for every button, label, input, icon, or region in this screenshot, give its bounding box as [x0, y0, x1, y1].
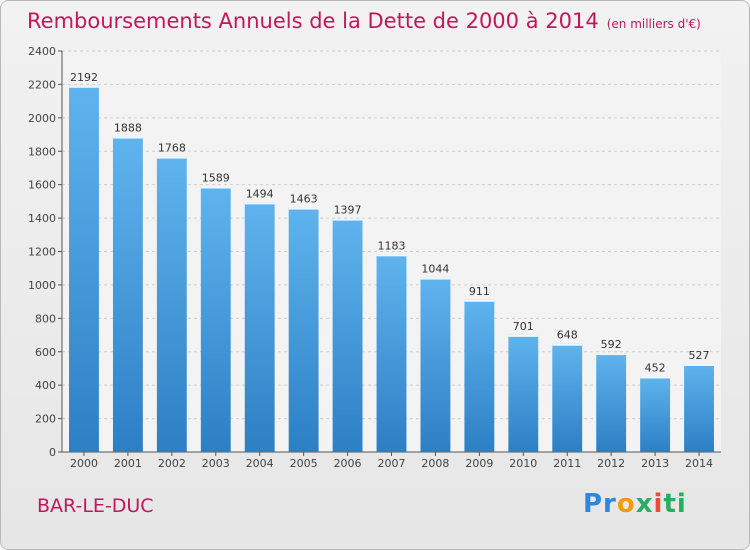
bar — [376, 254, 407, 452]
data-label: 1888 — [114, 122, 142, 135]
x-tick-label: 2014 — [685, 457, 713, 470]
bar-top-highlight — [200, 186, 231, 189]
x-tick-label: 2012 — [597, 457, 625, 470]
y-tick-label: 1000 — [28, 279, 56, 292]
y-tick-label: 800 — [35, 312, 56, 325]
y-tick-label: 0 — [49, 446, 56, 459]
y-tick-label: 1600 — [28, 179, 56, 192]
bar — [288, 207, 319, 452]
bar-top-highlight — [596, 353, 627, 356]
x-tick-label: 2004 — [246, 457, 274, 470]
data-label: 592 — [601, 338, 622, 351]
x-tick-label: 2005 — [290, 457, 318, 470]
bar-top-highlight — [332, 218, 363, 221]
x-tick-label: 2007 — [378, 457, 406, 470]
y-tick-label: 1200 — [28, 246, 56, 259]
bars — [69, 85, 714, 453]
chart-title-text: Remboursements Annuels de la Dette de 20… — [27, 9, 599, 33]
bar — [332, 218, 363, 452]
y-tick-label: 600 — [35, 346, 56, 359]
chart-title: Remboursements Annuels de la Dette de 20… — [27, 9, 701, 33]
y-tick-label: 2400 — [28, 45, 56, 58]
bar-top-highlight — [69, 85, 99, 88]
bar — [596, 353, 627, 452]
x-tick-label: 2013 — [641, 457, 669, 470]
city-name: BAR-LE-DUC — [37, 495, 154, 517]
y-tick-label: 2000 — [28, 112, 56, 125]
y-tick-label: 2200 — [28, 78, 56, 91]
data-label: 527 — [689, 349, 710, 362]
bar — [684, 363, 714, 452]
labels: 0 200 400 600 800 1000 1200 1400 1600 1800 2000 220… — [28, 45, 713, 470]
x-tick-label: 2001 — [114, 457, 142, 470]
bar-top-highlight — [156, 156, 187, 159]
x-tick-label: 2011 — [553, 457, 581, 470]
bar — [640, 376, 671, 452]
y-tick-label: 400 — [35, 379, 56, 392]
bar-top-highlight — [508, 334, 539, 337]
bar-top-highlight — [464, 299, 495, 302]
bar-top-highlight — [420, 277, 451, 280]
data-label: 911 — [469, 285, 490, 298]
x-tick-label: 2008 — [421, 457, 449, 470]
data-label: 648 — [557, 329, 578, 342]
x-tick-label: 2002 — [158, 457, 186, 470]
bar-top-highlight — [112, 136, 143, 139]
bar — [112, 136, 143, 452]
bar — [69, 85, 99, 453]
bar-top-highlight — [244, 202, 275, 205]
bar — [464, 299, 495, 452]
data-label: 1183 — [378, 239, 406, 252]
bar-top-highlight — [288, 207, 319, 210]
data-label: 1397 — [334, 204, 362, 217]
data-label: 1494 — [246, 187, 274, 200]
y-tick-label: 200 — [35, 413, 56, 426]
bar — [420, 277, 451, 452]
data-label: 2192 — [70, 71, 98, 84]
x-tick-label: 2009 — [465, 457, 493, 470]
bar — [200, 186, 231, 452]
y-tick-label: 1800 — [28, 145, 56, 158]
bar — [552, 343, 583, 452]
data-label: 452 — [645, 361, 666, 374]
bar-top-highlight — [640, 376, 671, 379]
data-label: 1463 — [290, 193, 318, 206]
bar — [508, 334, 539, 452]
data-label: 1768 — [158, 142, 186, 155]
bar — [244, 202, 275, 452]
bar-top-highlight — [552, 343, 583, 346]
bar — [156, 156, 187, 452]
x-tick-label: 2010 — [509, 457, 537, 470]
data-label: 1044 — [421, 263, 449, 276]
x-tick-label: 2003 — [202, 457, 230, 470]
x-tick-label: 2006 — [334, 457, 362, 470]
data-label: 701 — [513, 320, 534, 333]
bar-top-highlight — [376, 254, 407, 257]
data-label: 1589 — [202, 172, 230, 185]
x-tick-label: 2000 — [70, 457, 98, 470]
y-tick-label: 1400 — [28, 212, 56, 225]
chart-subtitle: (en milliers d'€) — [606, 17, 701, 31]
bar-top-highlight — [684, 363, 714, 366]
proxiti-logo[interactable]: Proxiti — [583, 489, 687, 519]
